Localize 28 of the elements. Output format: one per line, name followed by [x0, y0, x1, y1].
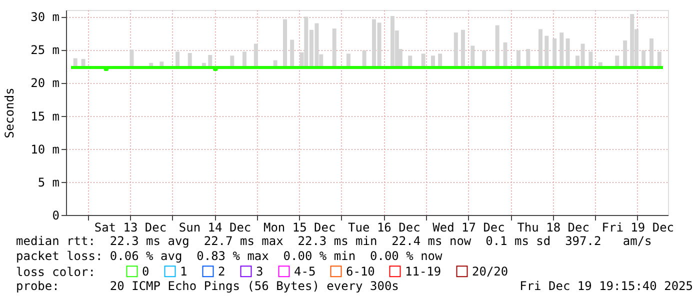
text: Fri Dec 19 19:15:40 2025: [520, 279, 693, 293]
y-tick-label: 30 m: [30, 10, 60, 24]
x-tick-label: Thu 18 Dec: [517, 220, 590, 234]
legend-label: 11-19: [405, 264, 442, 278]
x-tick-label: Fri 19 Dec: [602, 220, 674, 234]
x-tick-label: Sun 14 Dec: [178, 220, 252, 234]
y-tick-label: 0: [52, 208, 60, 222]
y-axis-title: Seconds: [2, 88, 17, 138]
legend-label: 3: [256, 264, 264, 278]
legend-label: 20/20: [472, 264, 508, 278]
legend-label: 6-10: [346, 264, 375, 278]
legend-label: 0: [142, 264, 150, 278]
legend-label: 2: [218, 264, 226, 278]
text: probe: 20 ICMP Echo Pings (56 Bytes) every 300s: [16, 279, 399, 293]
text: median rtt: 22.3 ms avg 22.7 ms max 22.3 ms min 22.4 ms now 0.1 ms sd 397.2 am/s: [16, 234, 652, 248]
text: packet loss: 0.06 % avg 0.83 % max 0.00 % min 0.00 % now: [16, 249, 444, 263]
legend-label: 1: [180, 264, 188, 278]
y-tick-label: 15 m: [30, 109, 60, 124]
legend-title: loss color:: [16, 265, 96, 279]
y-tick-label: 25 m: [30, 43, 60, 58]
legend-label: 4-5: [294, 264, 316, 278]
x-tick-label: Wed 17 Dec: [432, 220, 505, 234]
y-tick-label: 20 m: [30, 76, 60, 90]
y-tick-label: 5 m: [38, 175, 60, 190]
x-tick-label: Mon 15 Dec: [263, 220, 336, 234]
x-tick-label: Tue 16 Dec: [348, 220, 420, 234]
x-tick-label: Sat 13 Dec: [94, 220, 167, 234]
y-tick-label: 10 m: [30, 142, 60, 156]
